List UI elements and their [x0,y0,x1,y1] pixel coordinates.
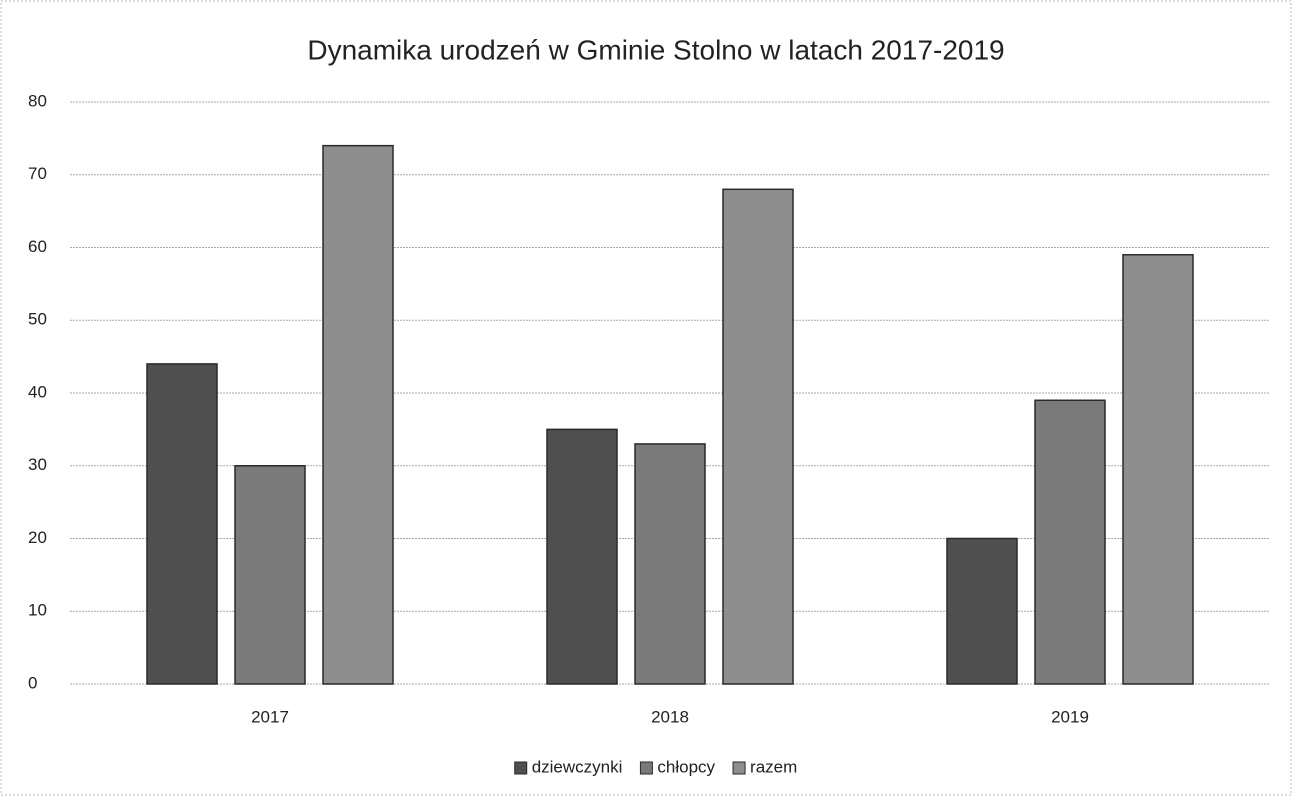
y-tick-label: 70 [28,164,47,183]
x-tick-label: 2018 [651,707,689,726]
bar [234,465,306,685]
y-tick-label: 20 [28,528,47,547]
legend-swatch [732,761,746,775]
bar [1034,399,1106,685]
bar [634,443,706,685]
y-tick-label: 60 [28,237,47,256]
bar [546,428,618,685]
bar [322,144,394,685]
chart-title: Dynamika urodzeń w Gminie Stolno w latac… [307,34,1004,65]
bar [722,188,794,685]
bar [946,537,1018,685]
bar [1122,254,1194,685]
y-tick-label: 80 [28,91,47,110]
x-tick-label: 2017 [251,707,289,726]
legend-label: dziewczynki [532,757,623,776]
y-tick-label: 50 [28,310,47,329]
legend-swatch [514,761,528,775]
y-tick-label: 0 [28,673,37,692]
y-tick-label: 10 [28,601,47,620]
bar [146,363,218,685]
legend-label: chłopcy [657,757,715,776]
y-tick-label: 30 [28,455,47,474]
y-tick-label: 40 [28,382,47,401]
legend-swatch [639,761,653,775]
legend-label: razem [750,757,797,776]
x-tick-label: 2019 [1051,707,1089,726]
